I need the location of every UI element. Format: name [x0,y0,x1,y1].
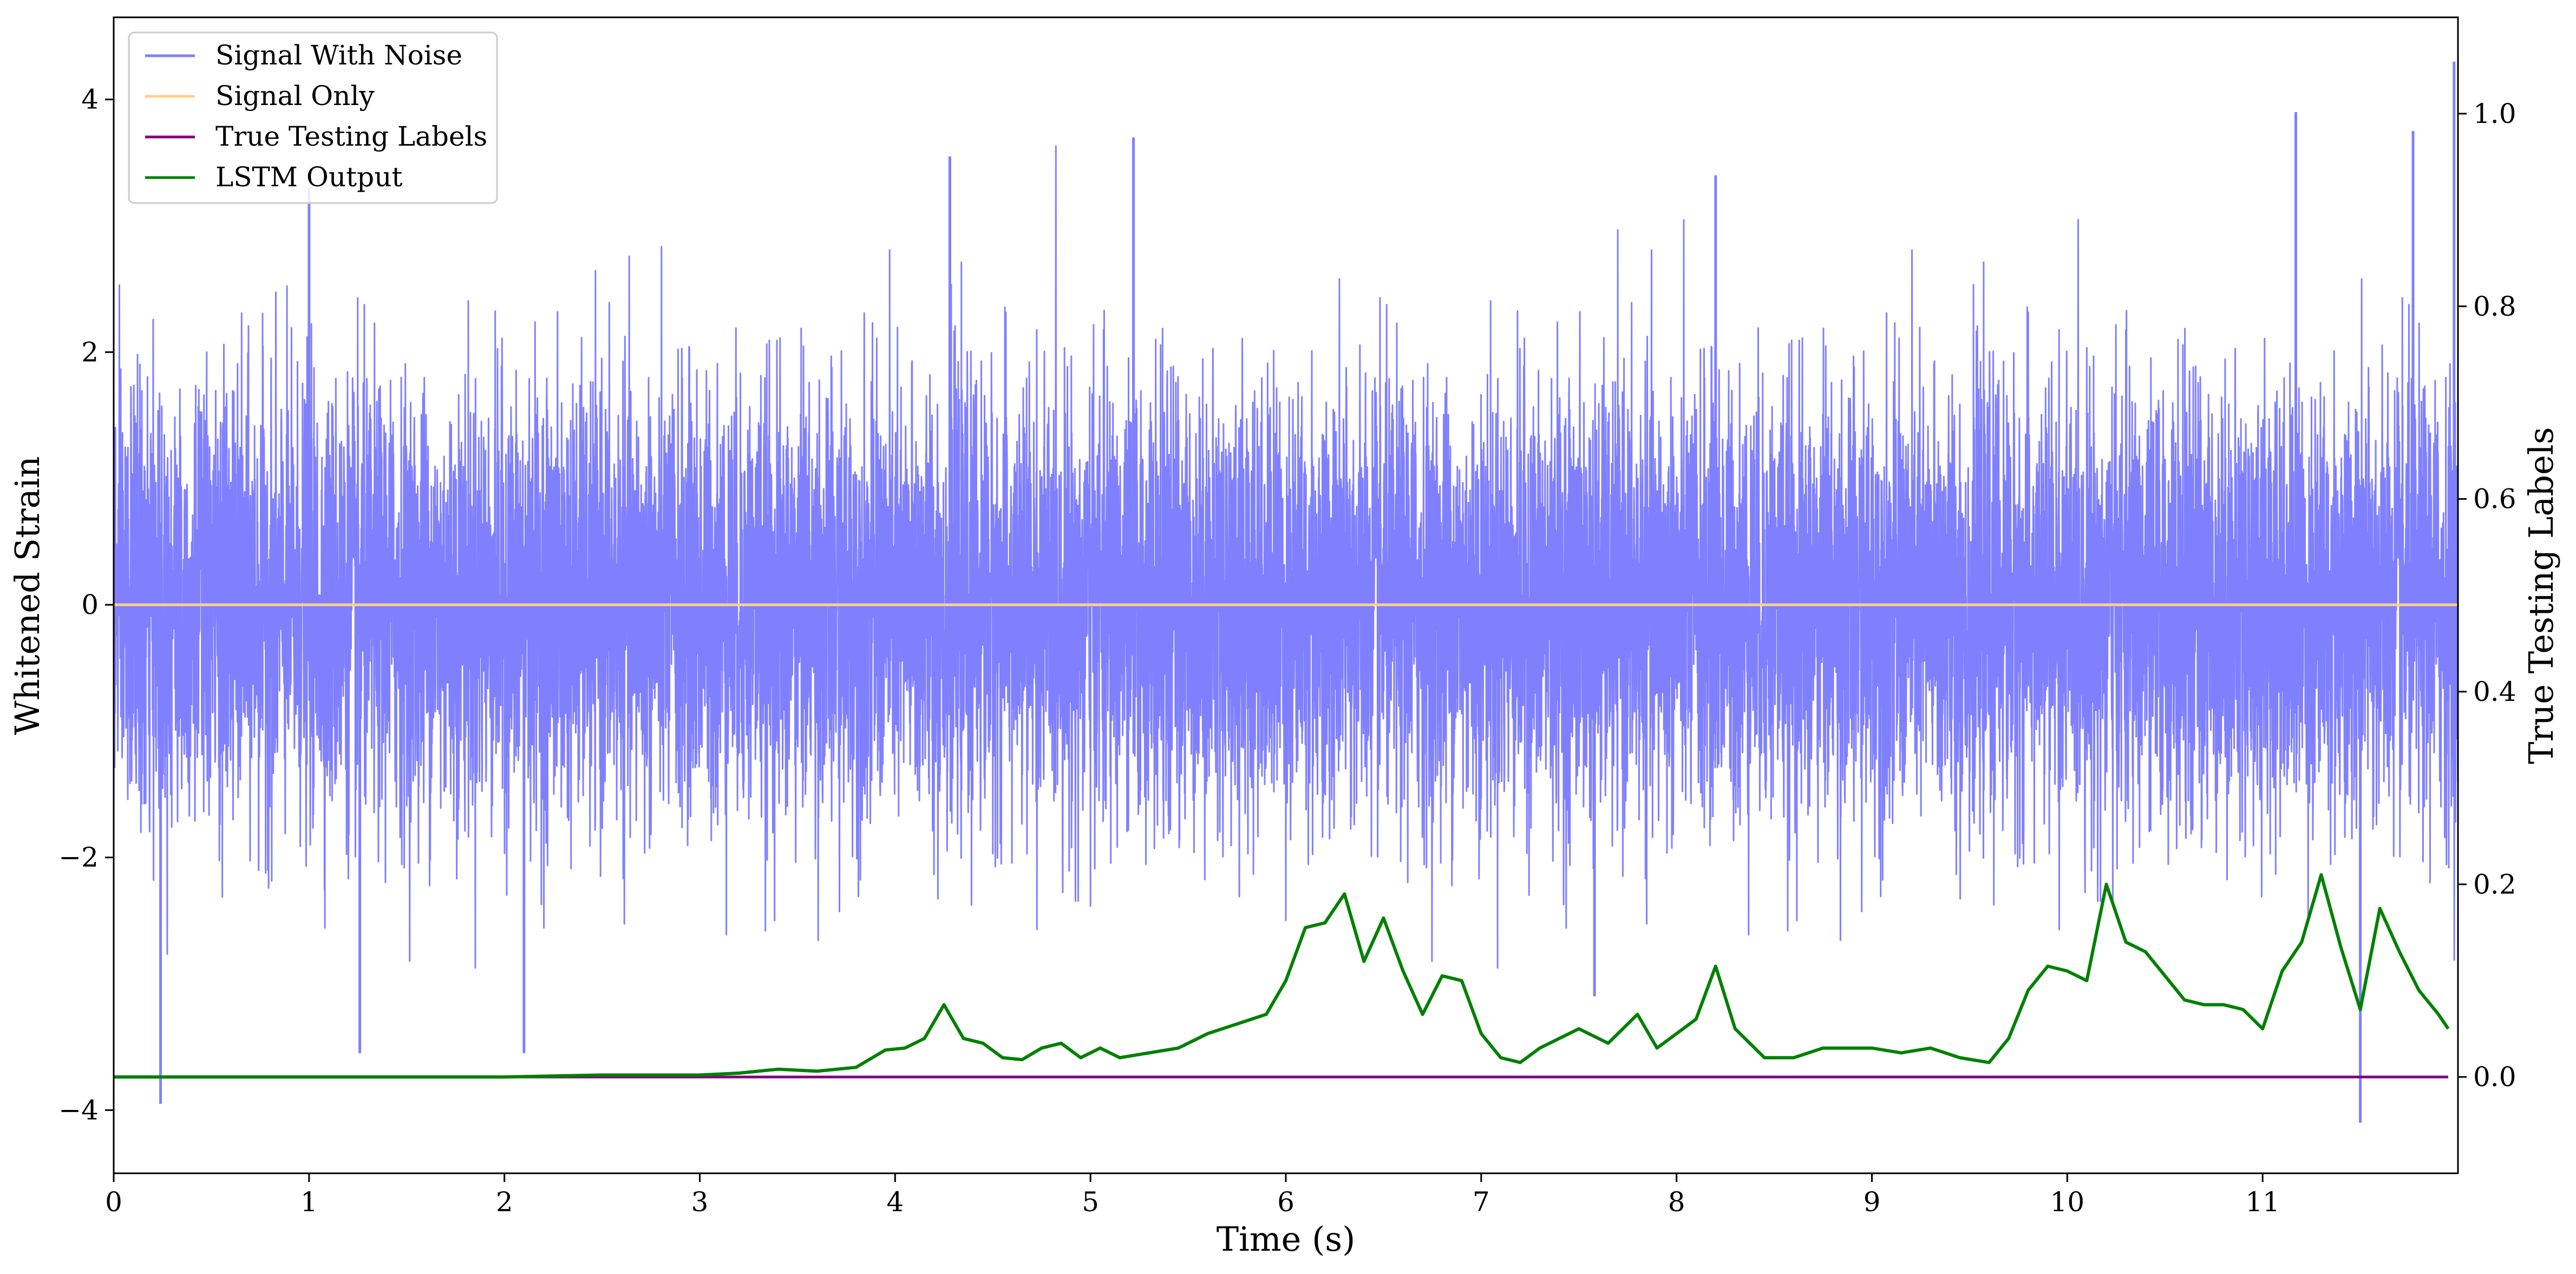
y2-axis-ticks: 0.0 0.2 0.4 0.6 0.8 1.0 [2458,98,2516,1093]
x-tick-label: 8 [1668,1186,1685,1218]
legend-label: Signal Only [215,80,375,112]
y-tick-label: 2 [81,336,99,368]
y2-axis-label: True Testing Labels [2521,427,2561,765]
x-tick-label: 1 [300,1186,318,1218]
legend-entry-true-testing-labels: True Testing Labels [145,121,487,152]
legend-label: Signal With Noise [215,40,462,71]
y-axis-ticks: −4 −2 0 2 4 [58,84,114,1126]
x-tick-label: 7 [1473,1186,1490,1218]
x-tick-label: 11 [2245,1186,2280,1218]
y-axis-label: Whitened Strain [8,456,47,735]
legend-entry-signal-with-noise: Signal With Noise [145,40,462,71]
y2-tick-label: 0.0 [2473,1061,2516,1093]
legend-label: True Testing Labels [215,121,487,152]
legend: Signal With Noise Signal Only True Testi… [128,31,498,204]
y-tick-label: 0 [81,589,99,620]
y2-tick-label: 1.0 [2473,98,2516,129]
y-tick-label: 4 [81,84,99,115]
x-tick-label: 10 [2050,1186,2085,1218]
noise-trace [114,145,2458,969]
lstm-output-line [114,873,2450,1079]
x-axis-ticks: 0 1 2 3 4 5 6 7 8 9 10 11 [105,1173,2280,1218]
x-tick-label: 9 [1864,1186,1881,1218]
y2-tick-label: 0.4 [2473,676,2516,707]
lstm-output-series [114,873,2450,1079]
x-tick-label: 4 [886,1186,904,1218]
plot-area [114,61,2458,1123]
x-tick-label: 3 [691,1186,709,1218]
y2-tick-label: 0.8 [2473,291,2516,322]
legend-label: LSTM Output [215,161,402,193]
y-tick-label: −4 [58,1094,99,1126]
legend-entry-lstm-output: LSTM Output [145,161,402,193]
legend-entry-signal-only: Signal Only [145,80,375,112]
y-tick-label: −2 [58,842,99,873]
x-tick-label: 0 [105,1186,122,1218]
x-tick-label: 2 [496,1186,513,1218]
x-tick-label: 6 [1277,1186,1294,1218]
x-axis-label: Time (s) [1217,1219,1356,1259]
y2-tick-label: 0.2 [2473,868,2516,900]
legend-box [128,31,498,204]
signal-with-noise-series [114,61,2458,1123]
x-tick-label: 5 [1082,1186,1099,1218]
y2-tick-label: 0.6 [2473,484,2516,515]
